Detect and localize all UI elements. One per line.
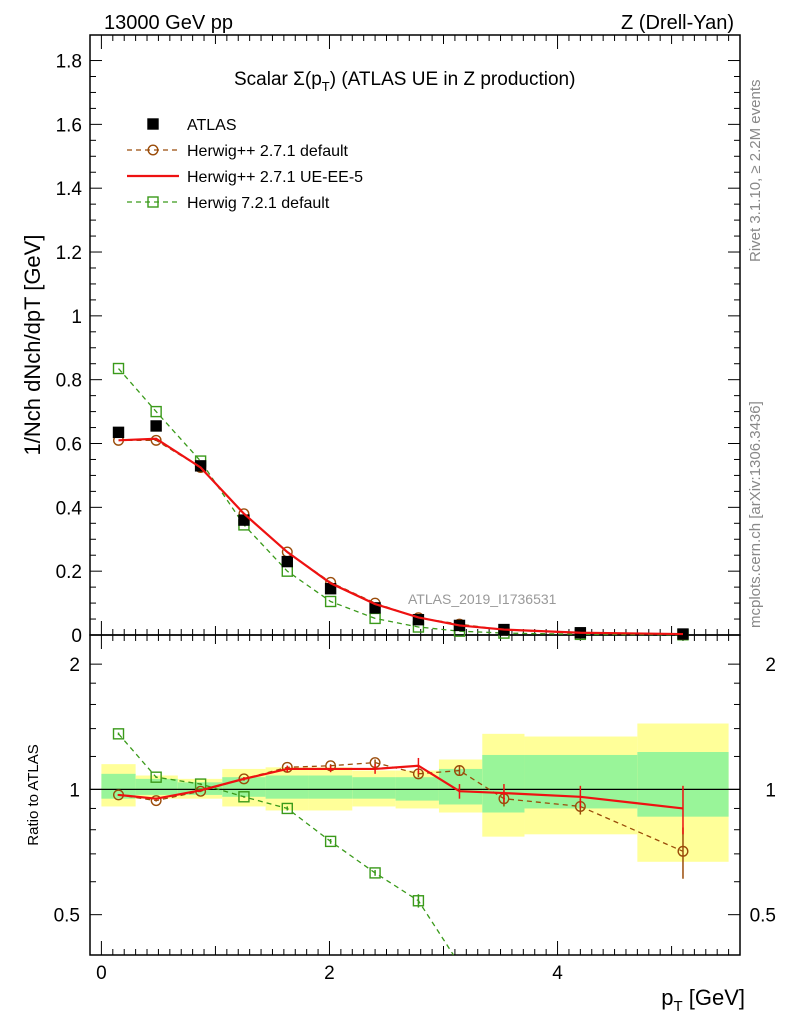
main-point-atlas (281, 555, 293, 568)
ratio-point-herwig721 (150, 771, 162, 783)
legend-label-herwig721: Herwig 7.2.1 default (187, 195, 330, 212)
main-y-tick-label: 1.2 (56, 243, 82, 264)
main-y-tick-label: 1.8 (56, 52, 82, 73)
header-right-label: Z (Drell-Yan) (621, 12, 734, 34)
ratio-y-axis-label: Ratio to ATLAS (25, 744, 42, 845)
ratio-y-tick-label-left: 1 (69, 780, 80, 801)
ratio-plot-frame (89, 634, 741, 956)
rivet-version-label: Rivet 3.1.10, ≥ 2.2M events (747, 80, 764, 263)
main-point-herwig721 (112, 362, 125, 375)
main-y-tick-label: 0.6 (56, 435, 82, 456)
main-y-axis-label: 1/Nch dNch/dpT [GeV] (20, 235, 45, 456)
main-point-atlas (112, 426, 125, 439)
ratio-point-herwig721 (369, 867, 381, 879)
ratio-y-tick-label-right: 1 (765, 780, 776, 801)
main-series-herwig721-line (118, 368, 683, 636)
ratio-point-herwigpp-default (453, 765, 465, 777)
ratio-point-herwig721 (238, 791, 250, 803)
main-point-atlas (194, 460, 207, 472)
ratio-point-herwig721 (281, 802, 293, 815)
main-y-tick-label: 0.2 (56, 562, 82, 583)
ratio-point-herwig721 (412, 895, 425, 907)
main-y-tick-label: 0.8 (56, 371, 82, 392)
x-tick-label: 2 (324, 963, 335, 984)
main-point-herwigpp-default (150, 434, 162, 446)
watermark-label: ATLAS_2019_I1736531 (408, 591, 557, 607)
ratio-point-herwigpp-default (677, 845, 689, 857)
legend-label-atlas: ATLAS (187, 117, 237, 134)
main-point-atlas (150, 420, 162, 432)
main-point-herwig721 (150, 405, 162, 418)
legend-marker-herwig721 (147, 196, 159, 208)
mcplots-label: mcplots.cern.ch [arXiv:1306.3436] (747, 401, 764, 628)
main-point-herwig721 (324, 595, 337, 608)
ratio-point-herwig721 (194, 778, 207, 790)
ratio-point-herwigpp-default (150, 795, 162, 807)
x-tick-label: 0 (96, 963, 107, 984)
ratio-y-tick-label-right: 2 (765, 655, 776, 676)
main-y-tick-label: 1.4 (56, 179, 83, 200)
ratio-y-tick-label-right: 0.5 (750, 906, 776, 927)
legend-label-herwigpp-ueee5: Herwig++ 2.7.1 UE-EE-5 (187, 169, 363, 186)
main-y-tick-label: 0 (71, 626, 82, 647)
main-series-herwigpp-ueee5-line (118, 437, 683, 636)
x-tick-label: 4 (552, 963, 563, 984)
main-y-tick-label: 0.4 (56, 498, 83, 519)
main-y-tick-label: 1.6 (56, 115, 82, 136)
ratio-band-green (265, 775, 309, 799)
ratio-y-tick-label-left: 2 (69, 655, 80, 676)
ratio-band-green (308, 775, 353, 799)
ratio-band-green (352, 777, 396, 799)
ratio-band-green (438, 768, 483, 805)
legend-marker-atlas (147, 118, 159, 130)
ratio-y-tick-label-left: 0.5 (54, 906, 80, 927)
header-left-label: 13000 GeV pp (104, 12, 233, 34)
legend-label-herwigpp-default: Herwig++ 2.7.1 default (187, 143, 349, 160)
ratio-point-herwig721 (112, 728, 125, 740)
plot-title: Scalar Σ(pT) (ATLAS UE in Z production) (234, 69, 575, 94)
x-axis-label: pT [GeV] (661, 985, 745, 1015)
legend-marker-herwigpp-default (147, 144, 159, 156)
main-point-atlas (412, 613, 425, 626)
ratio-point-herwig721 (324, 835, 337, 848)
ratio-band-green (135, 778, 178, 795)
ratio-series-herwigpp-ueee5-line (118, 764, 684, 810)
main-y-tick-label: 1 (71, 307, 82, 328)
